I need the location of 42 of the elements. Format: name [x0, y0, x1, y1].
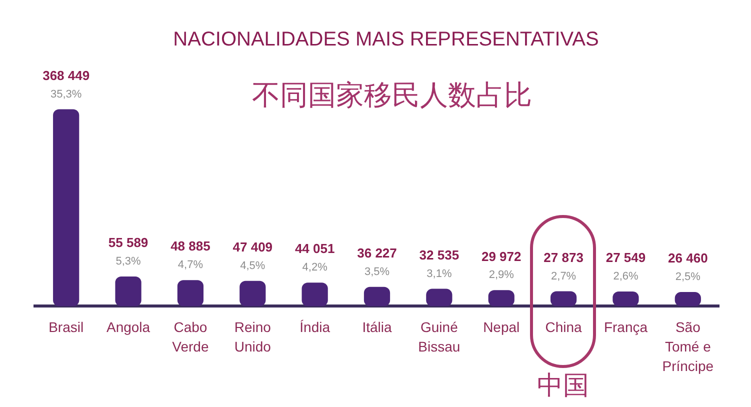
- annotation: 4,7%: [178, 259, 204, 272]
- x-tick-label: Brasil: [48, 318, 84, 335]
- x-tick-label: China: [545, 318, 582, 335]
- data-label: 55 589: [108, 235, 148, 250]
- data-label: 29 972: [481, 248, 522, 264]
- bar: [302, 282, 328, 306]
- x-tick-label: Angola: [106, 318, 150, 335]
- data-label: 44 051: [294, 241, 335, 256]
- x-tick-label: Reino Unido: [234, 318, 272, 354]
- text: 中国: [537, 370, 589, 400]
- bar: [53, 109, 80, 306]
- x-tick-label: França: [604, 318, 648, 335]
- chart-subtitle: 不同国家移民人数占比: [252, 80, 532, 111]
- x-tick-label: Itália: [362, 318, 392, 335]
- bar: [115, 276, 142, 306]
- annotation: 2,7%: [551, 270, 576, 282]
- data-label: 26 460: [668, 250, 708, 266]
- annotation: 4,2%: [302, 262, 328, 274]
- annotation: 3,1%: [426, 268, 452, 280]
- annotation: 35,3%: [50, 88, 82, 100]
- annotation: 2,5%: [675, 271, 701, 284]
- x-tick-label: Cabo Verde: [172, 318, 209, 354]
- data-label: 27 873: [544, 250, 584, 265]
- data-label: 368 449: [42, 68, 90, 83]
- data-label: 48 885: [170, 238, 210, 254]
- bar: [177, 280, 204, 306]
- annotation: 2,9%: [488, 269, 514, 282]
- annotation: 5,3%: [116, 256, 142, 268]
- x-tick-label: Nepal: [483, 318, 520, 335]
- x-tick-label: Índia: [300, 318, 330, 335]
- bar: [364, 286, 390, 306]
- x-tick-label: Guiné Bissau: [418, 318, 460, 354]
- x-tick-label: São Tomé e Príncipe: [662, 318, 714, 374]
- annotation: 4,5%: [240, 260, 266, 272]
- data-label: 32 535: [419, 247, 460, 262]
- chart-title: NACIONALIDADES MAIS REPRESENTATIVAS: [173, 28, 599, 51]
- bar: [240, 280, 266, 306]
- annotation: 3,5%: [364, 266, 390, 278]
- annotation: 2,6%: [613, 270, 638, 283]
- data-label: 47 409: [232, 239, 273, 254]
- data-label: 27 549: [606, 250, 646, 266]
- data-label: 36 227: [357, 245, 397, 260]
